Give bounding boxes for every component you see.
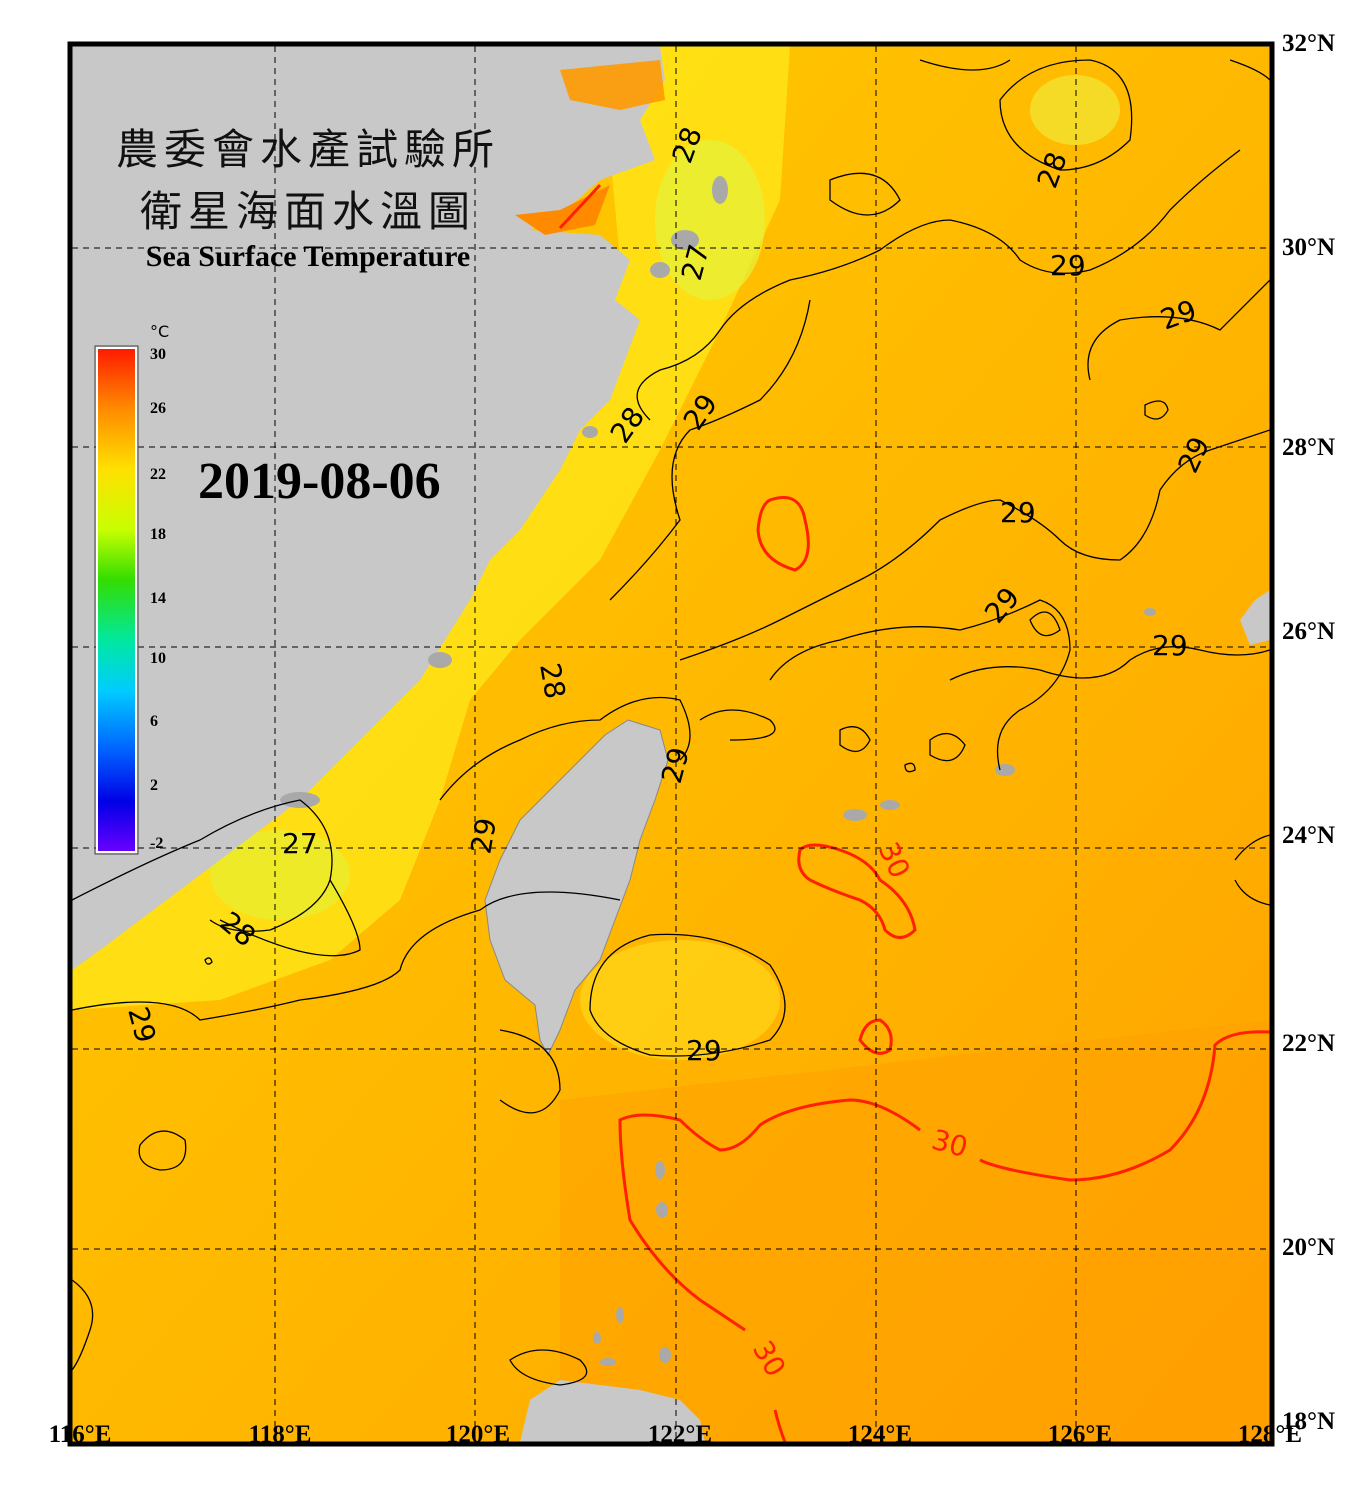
colorbar-tick: 30 — [150, 346, 166, 363]
taiwan-island — [484, 719, 669, 1057]
contours-30 — [618, 496, 1270, 1442]
latitude-label: 30°N — [1282, 234, 1336, 261]
title-english: Sea Surface Temperature — [145, 240, 471, 273]
cool-patch-ne — [1030, 75, 1120, 145]
colorbar-tick: 22 — [150, 466, 166, 483]
warm-region-south — [560, 1020, 1270, 1442]
hangzhou-bay — [515, 185, 610, 235]
latitude-label: 22°N — [1282, 1030, 1336, 1057]
latitude-label: 20°N — [1282, 1234, 1336, 1261]
contour-label: 29 — [464, 815, 503, 856]
longitude-label: 116°E — [48, 1421, 112, 1448]
longitude-label: 118°E — [248, 1421, 312, 1448]
longitude-label: 122°E — [647, 1421, 713, 1448]
title-chinese-line2: 衛星海面水溫圖 — [139, 187, 476, 236]
contour-label: 27 — [282, 827, 318, 860]
colorbar-tick: 18 — [150, 526, 166, 543]
longitude-label: 124°E — [847, 1421, 913, 1448]
graticule — [72, 46, 1270, 1442]
colorbar-tick: 10 — [150, 650, 166, 667]
cool-patch-zhoushan — [655, 140, 765, 300]
latitude-label: 32°N — [1282, 30, 1336, 57]
contour-label: 28 — [533, 660, 572, 701]
yellow-patch-south — [580, 940, 780, 1060]
cool-patch-fujian — [210, 830, 350, 920]
colorbar-tick: 2 — [150, 777, 158, 794]
contour-label: 29 — [1152, 629, 1188, 662]
map-frame — [67, 41, 1275, 1447]
colorbar — [96, 347, 137, 853]
latitude-label: 28°N — [1282, 434, 1336, 461]
latitude-label: 26°N — [1282, 618, 1336, 645]
latitude-label: 24°N — [1282, 822, 1336, 849]
colorbar-tick: 26 — [150, 400, 166, 417]
longitude-label: 120°E — [445, 1421, 511, 1448]
contour-label: 29 — [1000, 496, 1036, 529]
small-islands — [280, 176, 1156, 1366]
date-label: 2019-08-06 — [198, 453, 441, 510]
contour-label: 29 — [1050, 249, 1086, 282]
longitude-label: 128°E — [1237, 1421, 1303, 1448]
contours-black — [72, 59, 1270, 1386]
colorbar-tick: 6 — [150, 713, 158, 730]
contour-label: 29 — [686, 1034, 722, 1067]
china-mainland — [72, 46, 665, 970]
yangtze-estuary — [560, 60, 665, 110]
colorbar-tick: -2 — [150, 835, 164, 852]
ryukyu-right-edge — [1240, 590, 1270, 645]
colorbar-unit: °C — [150, 322, 170, 341]
luzon-island — [520, 1380, 705, 1442]
latitude-label: 18°N — [1282, 1408, 1336, 1435]
longitude-label: 126°E — [1047, 1421, 1113, 1448]
colorbar-tick: 14 — [150, 590, 166, 607]
title-chinese-line1: 農委會水產試驗所 — [115, 125, 500, 174]
